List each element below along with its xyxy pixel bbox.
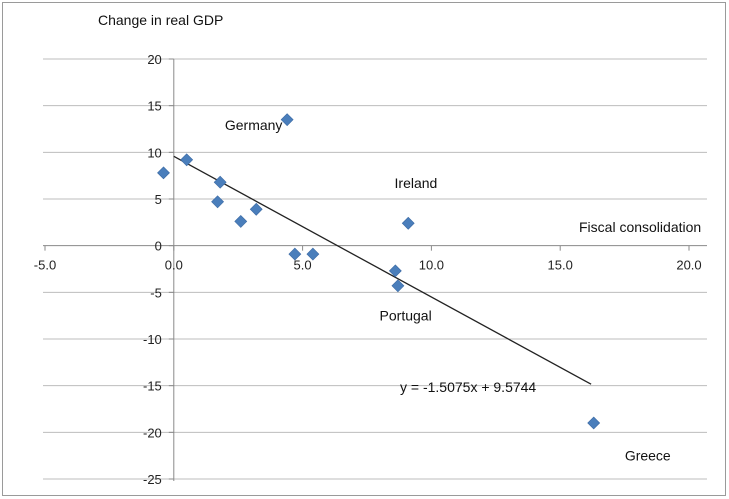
x-tick-label: 15.0: [548, 258, 573, 273]
y-tick-label: 0: [155, 239, 162, 254]
data-points: [157, 113, 601, 430]
y-tick-label: -15: [143, 379, 162, 394]
point-annotation: Greece: [625, 447, 671, 463]
y-tick-label: -5: [150, 285, 162, 300]
y-tick-label: 15: [147, 99, 161, 114]
y-tick-label: -25: [143, 472, 162, 487]
x-axis-label: Fiscal consolidation: [579, 219, 701, 235]
data-point: [288, 247, 302, 261]
data-point: [211, 195, 225, 209]
y-tick-labels: 20 15 10 5 0 -5 -10 -15 -20 -25: [143, 52, 162, 487]
data-point: [391, 279, 405, 293]
x-tick-label: 5.0: [294, 258, 312, 273]
y-tick-label: 10: [147, 145, 161, 160]
y-tick-label: -10: [143, 332, 162, 347]
x-tick-label: 20.0: [676, 258, 701, 273]
point-annotation: Germany: [225, 117, 283, 133]
trendline-group: [173, 155, 592, 385]
data-point: [280, 113, 294, 127]
x-tick-label: 10.0: [419, 258, 444, 273]
data-point: [306, 247, 320, 261]
annotations: Germany Ireland Portugal Greece: [225, 117, 671, 463]
data-point: [213, 175, 227, 189]
data-point: [587, 416, 601, 430]
x-tick-labels: -5.0 0.0 5.0 10.0 15.0 20.0: [34, 258, 702, 273]
data-point: [234, 214, 248, 228]
x-tick-label: 0.0: [165, 258, 183, 273]
x-tick-label: -5.0: [34, 258, 56, 273]
data-point: [401, 216, 415, 230]
data-point: [249, 202, 263, 216]
axes: [43, 58, 707, 481]
y-tick-label: -20: [143, 425, 162, 440]
y-tick-label: 5: [155, 192, 162, 207]
data-point: [157, 166, 170, 180]
trendline-equation: y = -1.5075x + 9.5744: [400, 379, 536, 395]
y-axis-label: Change in real GDP: [98, 12, 223, 28]
gridlines: [43, 58, 707, 480]
trendline: [173, 155, 592, 385]
y-tick-label: 20: [147, 52, 161, 67]
data-point: [180, 153, 194, 167]
point-annotation: Ireland: [395, 175, 438, 191]
point-annotation: Portugal: [380, 307, 432, 323]
data-point: [388, 264, 402, 278]
